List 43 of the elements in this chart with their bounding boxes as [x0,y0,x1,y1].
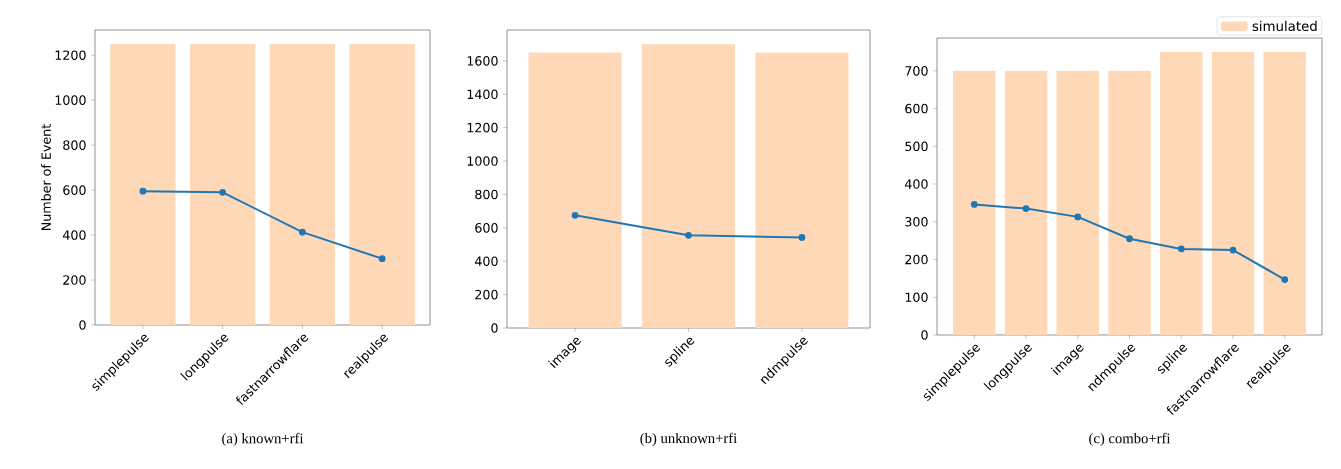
point [571,211,579,219]
y-tick-label: 1000 [55,95,86,105]
y-tick-label: 400 [62,230,86,240]
point [378,255,386,263]
y-tick-label: 400 [474,256,498,267]
y-tick-label: 200 [63,275,86,285]
y-tick-label: 600 [475,223,498,233]
y-tick-label: 400 [904,179,928,189]
y-tick-label: 1600 [467,56,498,66]
y-tick-label: 600 [63,185,86,195]
point [219,188,227,196]
y-tick-label: 600 [905,103,928,114]
text: (b) unknown+rfi [640,432,737,447]
y-tick-label: 200 [905,254,928,265]
point [798,234,806,241]
point [685,231,692,239]
point [1229,246,1237,254]
y-tick-label: 1400 [467,89,498,100]
y-tick-label: 0 [491,323,498,333]
point [1126,235,1133,243]
point [1281,276,1289,283]
text: (c) combo+rfi [1089,432,1171,447]
y-tick-label: 0 [79,320,86,330]
y-tick-label: 1200 [467,122,498,133]
y-tick-label: 300 [905,216,928,227]
y-tick-label: 100 [905,292,928,303]
point [1177,245,1185,253]
legend-label: simulated [1252,20,1317,32]
point [970,201,978,208]
y-tick-label: 1000 [467,156,498,166]
point [1022,205,1030,212]
y-tick-label: 0 [921,330,928,340]
point [298,228,306,236]
y-tick-label: 200 [475,289,498,300]
point [1074,213,1082,221]
y-tick-label: 800 [475,189,498,200]
y-tick-label: 500 [905,141,928,152]
y-tick-label: 1200 [55,50,86,60]
y-tick-label: 700 [905,66,928,76]
point [139,187,147,195]
y-axis-title: Number of Event [41,124,51,230]
y-tick-label: 800 [63,140,86,150]
text: (a) known+rfi [222,432,304,447]
